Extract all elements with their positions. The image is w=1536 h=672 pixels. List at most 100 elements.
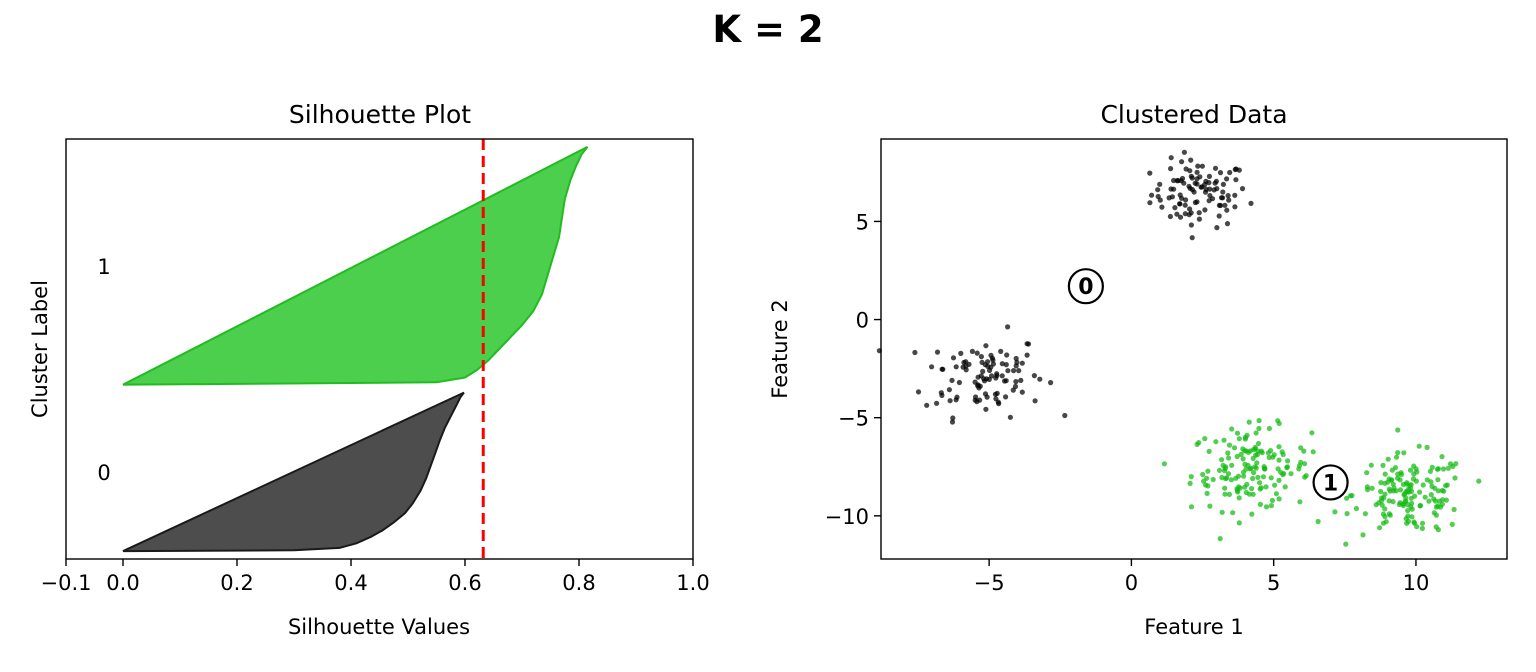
- scatter-point-cluster-1: [1206, 448, 1212, 454]
- scatter-point-cluster-0: [1233, 177, 1239, 183]
- scatter-point-cluster-1: [1409, 514, 1415, 520]
- scatter-point-cluster-1: [1422, 494, 1428, 500]
- scatter-point-cluster-1: [1387, 488, 1393, 494]
- scatter-point-cluster-1: [1236, 436, 1242, 442]
- cluster-label-0: 0: [97, 461, 110, 485]
- scatter-point-cluster-0: [1159, 204, 1165, 210]
- scatter-point-cluster-0: [999, 361, 1005, 367]
- scatter-point-cluster-1: [1268, 448, 1274, 454]
- scatter-point-cluster-1: [1242, 484, 1248, 490]
- scatter-point-cluster-0: [947, 398, 953, 404]
- scatter-point-cluster-1: [1411, 471, 1417, 477]
- scatter-point-cluster-1: [1387, 512, 1393, 518]
- scatter-point-cluster-1: [1401, 450, 1407, 456]
- scatter-point-cluster-0: [1199, 163, 1205, 169]
- scatter-point-cluster-1: [1382, 471, 1388, 477]
- scatter-point-cluster-1: [1200, 471, 1206, 478]
- scatter-point-cluster-1: [1397, 487, 1404, 493]
- figure-title: K = 2: [712, 8, 824, 51]
- scatter-point-cluster-0: [1167, 213, 1173, 220]
- scatter-point-cluster-1: [1263, 504, 1270, 510]
- scatter-point-cluster-1: [1429, 464, 1435, 470]
- scatter-point-cluster-0: [1194, 181, 1200, 187]
- scatter-point-cluster-0: [989, 355, 996, 361]
- scatter-plot-title: Clustered Data: [1100, 100, 1287, 129]
- scatter-point-cluster-1: [1257, 486, 1263, 492]
- scatter-point-cluster-1: [1254, 460, 1260, 466]
- scatter-point-cluster-1: [1417, 489, 1423, 495]
- scatter-point-cluster-0: [1196, 210, 1202, 216]
- scatter-point-cluster-0: [1179, 159, 1185, 165]
- scatter-point-cluster-1: [1390, 481, 1396, 487]
- scatter-point-cluster-1: [1408, 482, 1414, 488]
- scatter-point-cluster-1: [1213, 439, 1219, 445]
- centroid-label-1: 1: [1323, 471, 1338, 496]
- scatter-point-cluster-1: [1225, 450, 1231, 456]
- scatter-point-cluster-0: [1188, 173, 1194, 179]
- y-tick-label: −10: [825, 505, 869, 529]
- scatter-point-cluster-0: [985, 359, 991, 365]
- scatter-point-cluster-0: [949, 377, 955, 383]
- scatter-point-cluster-0: [1031, 373, 1037, 379]
- y-tick-label: 0: [856, 309, 869, 333]
- scatter-point-cluster-0: [1007, 414, 1014, 420]
- silhouette-plot-title: Silhouette Plot: [289, 100, 471, 129]
- scatter-point-cluster-1: [1452, 475, 1458, 481]
- scatter-point-cluster-0: [958, 350, 964, 356]
- scatter-point-cluster-0: [924, 402, 930, 408]
- scatter-point-cluster-0: [975, 374, 981, 380]
- scatter-point-cluster-0: [1019, 360, 1025, 366]
- scatter-point-cluster-1: [1247, 466, 1253, 472]
- centroid-marker-1: [1312, 464, 1349, 501]
- scatter-point-cluster-0: [1209, 196, 1216, 202]
- scatter-point-cluster-1: [1221, 468, 1228, 474]
- scatter-point-cluster-0: [983, 343, 989, 349]
- scatter-point-cluster-0: [1220, 181, 1226, 187]
- scatter-point-cluster-1: [1234, 430, 1241, 436]
- scatter-point-cluster-1: [1411, 519, 1417, 525]
- scatter-point-cluster-0: [1018, 377, 1024, 383]
- scatter-point-cluster-1: [1403, 516, 1409, 522]
- scatter-point-cluster-1: [1362, 511, 1368, 517]
- x-tick-label: −5: [974, 571, 1005, 595]
- scatter-point-cluster-0: [1216, 202, 1222, 208]
- scatter-point-cluster-0: [1013, 363, 1019, 369]
- scatter-point-cluster-1: [1219, 509, 1225, 515]
- scatter-point-cluster-0: [939, 392, 945, 398]
- scatter-point-cluster-1: [1225, 471, 1232, 477]
- scatter-point-cluster-0: [1177, 192, 1183, 198]
- scatter-point-cluster-1: [1298, 445, 1304, 451]
- scatter-point-cluster-0: [1178, 178, 1184, 184]
- scatter-point-cluster-0: [995, 399, 1001, 405]
- scatter-point-cluster-1: [1235, 473, 1242, 479]
- scatter-point-cluster-1: [1253, 430, 1259, 436]
- scatter-point-cluster-1: [1266, 425, 1272, 432]
- silhouette-y-label: Cluster Label: [28, 280, 52, 418]
- scatter-point-cluster-1: [1310, 449, 1316, 455]
- scatter-point-cluster-1: [1411, 463, 1417, 469]
- scatter-point-cluster-1: [1402, 491, 1408, 497]
- scatter-point-cluster-1: [1364, 470, 1370, 476]
- scatter-point-cluster-1: [1268, 503, 1274, 509]
- scatter-point-cluster-0: [1155, 193, 1161, 200]
- scatter-point-cluster-1: [1204, 490, 1210, 496]
- scatter-x-label: Feature 1: [1144, 615, 1243, 639]
- scatter-point-cluster-1: [1302, 461, 1308, 467]
- scatter-point-cluster-1: [1408, 504, 1414, 510]
- y-tick-label: −5: [838, 407, 869, 431]
- scatter-point-cluster-0: [1196, 216, 1202, 222]
- scatter-point-cluster-0: [1194, 199, 1200, 205]
- scatter-point-cluster-1: [1262, 466, 1268, 472]
- scatter-point-cluster-0: [1011, 368, 1017, 374]
- scatter-point-cluster-1: [1229, 426, 1235, 432]
- scatter-point-cluster-1: [1260, 474, 1266, 480]
- silhouette-axes-frame: [65, 138, 694, 560]
- scatter-point-cluster-1: [1414, 524, 1420, 530]
- scatter-point-cluster-1: [1219, 457, 1225, 463]
- scatter-point-cluster-1: [1441, 488, 1447, 494]
- scatter-point-cluster-1: [1296, 463, 1303, 469]
- scatter-point-cluster-1: [1224, 475, 1230, 481]
- scatter-point-cluster-1: [1364, 484, 1370, 490]
- scatter-point-cluster-0: [978, 354, 985, 360]
- scatter-point-cluster-1: [1378, 480, 1384, 486]
